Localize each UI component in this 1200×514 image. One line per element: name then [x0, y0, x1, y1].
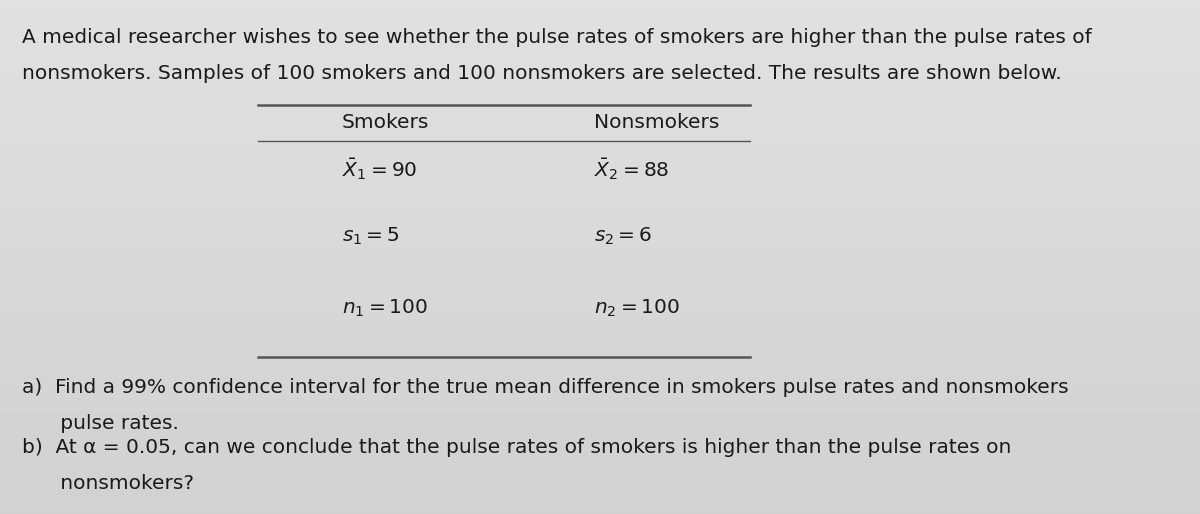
Text: nonsmokers. Samples of 100 smokers and 100 nonsmokers are selected. The results : nonsmokers. Samples of 100 smokers and 1…	[22, 64, 1061, 83]
Text: a)  Find a 99% confidence interval for the true mean difference in smokers pulse: a) Find a 99% confidence interval for th…	[22, 378, 1068, 397]
Text: nonsmokers?: nonsmokers?	[22, 474, 193, 493]
Text: Nonsmokers: Nonsmokers	[594, 113, 719, 132]
Text: $n_1 = 100$: $n_1 = 100$	[342, 298, 428, 319]
Text: pulse rates.: pulse rates.	[22, 414, 179, 433]
Text: b)  At α = 0.05, can we conclude that the pulse rates of smokers is higher than : b) At α = 0.05, can we conclude that the…	[22, 438, 1010, 457]
Text: A medical researcher wishes to see whether the pulse rates of smokers are higher: A medical researcher wishes to see wheth…	[22, 28, 1091, 47]
Text: $s_1 = 5$: $s_1 = 5$	[342, 226, 400, 247]
Text: $\bar{X}_1 = 90$: $\bar{X}_1 = 90$	[342, 157, 418, 182]
Text: Smokers: Smokers	[342, 113, 430, 132]
Text: $\bar{X}_2 = 88$: $\bar{X}_2 = 88$	[594, 157, 670, 182]
Text: $n_2 = 100$: $n_2 = 100$	[594, 298, 680, 319]
Text: $s_2 = 6$: $s_2 = 6$	[594, 226, 653, 247]
